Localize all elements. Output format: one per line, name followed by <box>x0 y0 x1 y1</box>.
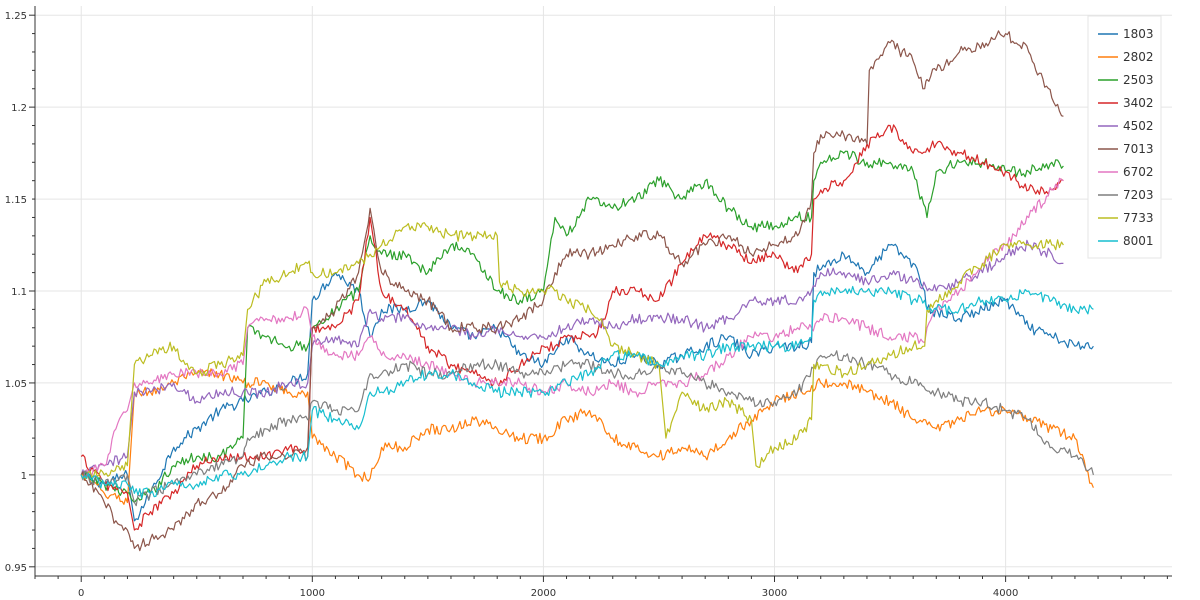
series-line-2802 <box>80 368 1094 505</box>
legend[interactable]: 1803 2802 2503 3402 4502 7013 6702 7203 7733 8001 <box>1087 15 1162 259</box>
legend-label: 7013 <box>1123 142 1154 156</box>
legend-label: 8001 <box>1123 234 1154 248</box>
legend-label: 6702 <box>1123 165 1154 179</box>
y-tick-label: 0.95 <box>5 563 27 574</box>
series-line-7733 <box>80 222 1064 480</box>
y-tick-label: 1.15 <box>5 195 27 206</box>
y-tick-label: 1.2 <box>11 103 27 114</box>
series-line-6702 <box>80 177 1064 480</box>
series-line-2503 <box>80 150 1064 504</box>
legend-label: 7733 <box>1123 211 1154 225</box>
x-tick-label: 3000 <box>762 588 787 599</box>
series-line-8001 <box>80 285 1094 499</box>
grid <box>35 6 1172 576</box>
legend-label: 7203 <box>1123 188 1154 202</box>
axes: 0 1000 2000 3000 4000 0.95 1 1.05 1.1 1.15 1.2 1.25 <box>5 6 1172 599</box>
series-line-7013 <box>80 30 1064 552</box>
x-tick-label: 0 <box>78 588 84 599</box>
legend-label: 1803 <box>1123 27 1154 41</box>
y-tick-label: 1.05 <box>5 379 27 390</box>
x-tick-label: 4000 <box>993 588 1018 599</box>
series-line-7203 <box>80 350 1094 507</box>
legend-label: 2503 <box>1123 73 1154 87</box>
y-tick-label: 1.25 <box>5 11 27 22</box>
y-tick-label: 1 <box>21 471 27 482</box>
legend-label: 4502 <box>1123 119 1154 133</box>
series-line-4502 <box>80 239 1064 479</box>
x-tick-label: 2000 <box>531 588 556 599</box>
x-tick-label: 1000 <box>300 588 325 599</box>
legend-label: 2802 <box>1123 50 1154 64</box>
series-lines <box>80 30 1094 552</box>
legend-label: 3402 <box>1123 96 1154 110</box>
y-tick-label: 1.1 <box>11 287 27 298</box>
